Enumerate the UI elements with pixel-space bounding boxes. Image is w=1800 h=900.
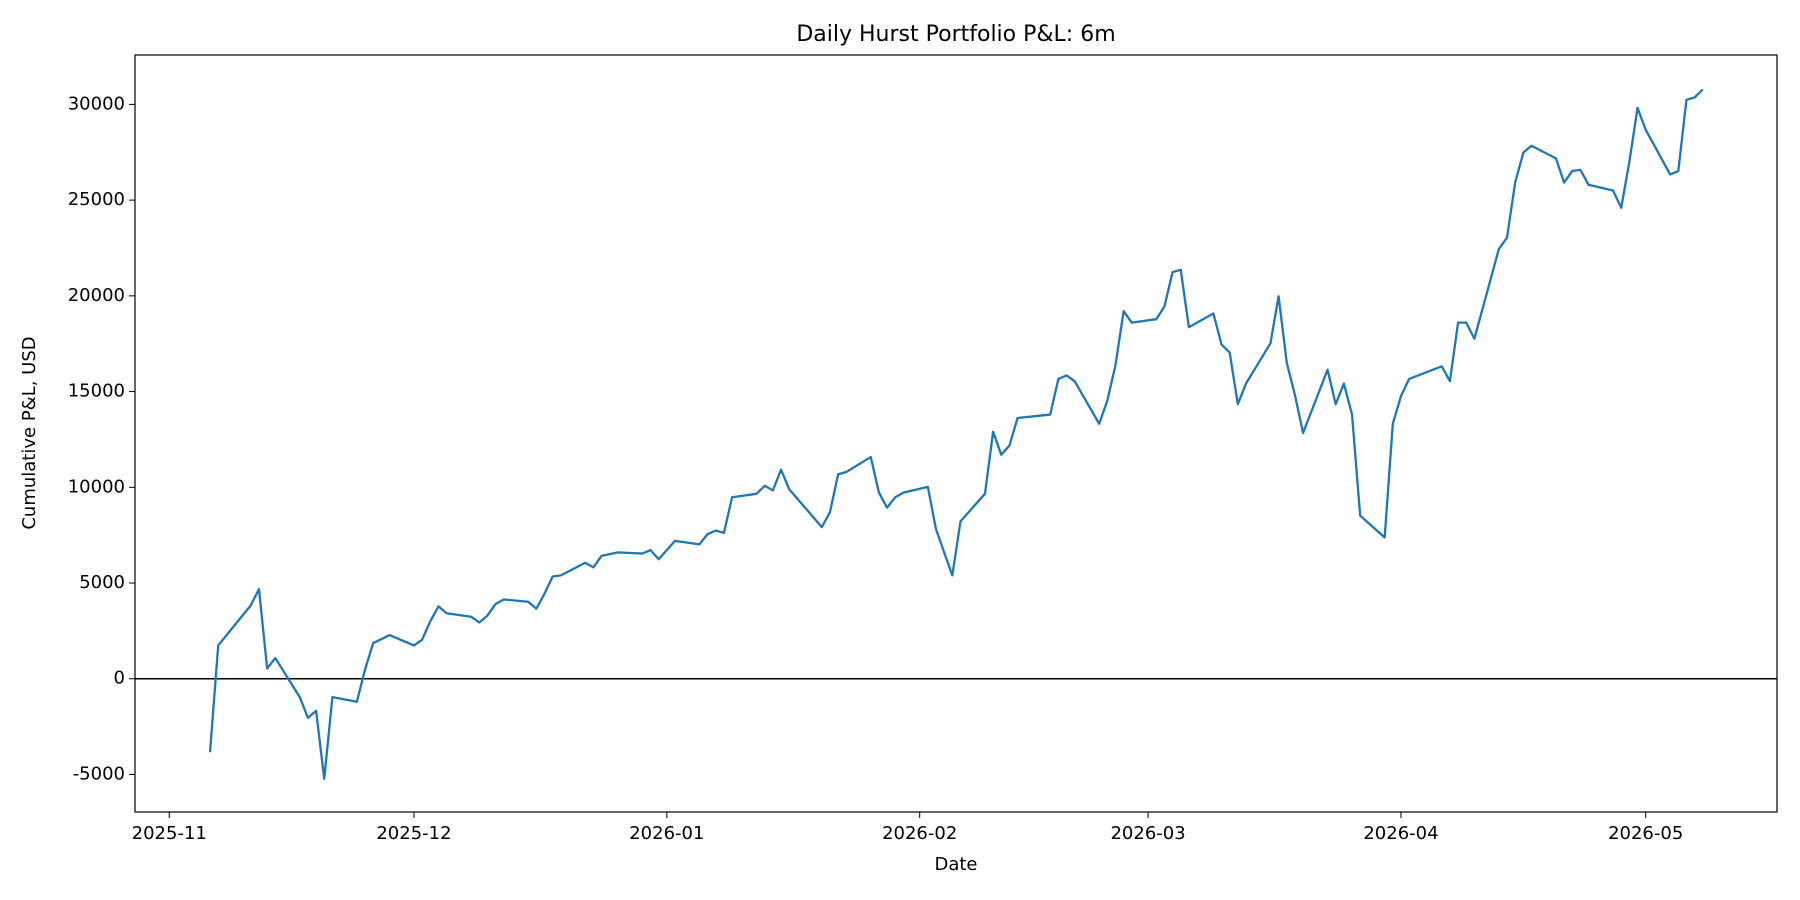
y-tick-label: 0 [114,668,125,689]
x-tick-label: 2026-04 [1363,823,1438,844]
x-axis-label: Date [934,854,977,875]
line-series [208,88,1704,780]
y-tick-label: 30000 [68,93,125,114]
x-tick-label: 2025-12 [376,823,451,844]
y-tick-label: -5000 [73,763,125,784]
y-tick-label: 5000 [79,572,125,593]
chart-title: Daily Hurst Portfolio P&L: 6m [796,22,1115,47]
x-tick-label: 2026-05 [1608,823,1683,844]
x-tick-label: 2026-01 [629,823,704,844]
y-tick-label: 10000 [68,476,125,497]
plot-frame [134,54,1778,813]
y-tick-label: 15000 [68,381,125,402]
y-tick-label: 20000 [68,285,125,306]
x-tick-label: 2025-11 [132,823,207,844]
x-tick-label: 2026-02 [882,823,957,844]
y-axis-label: Cumulative P&L, USD [19,336,40,529]
x-tick-label: 2026-03 [1110,823,1185,844]
y-tick-label: 25000 [68,189,125,210]
